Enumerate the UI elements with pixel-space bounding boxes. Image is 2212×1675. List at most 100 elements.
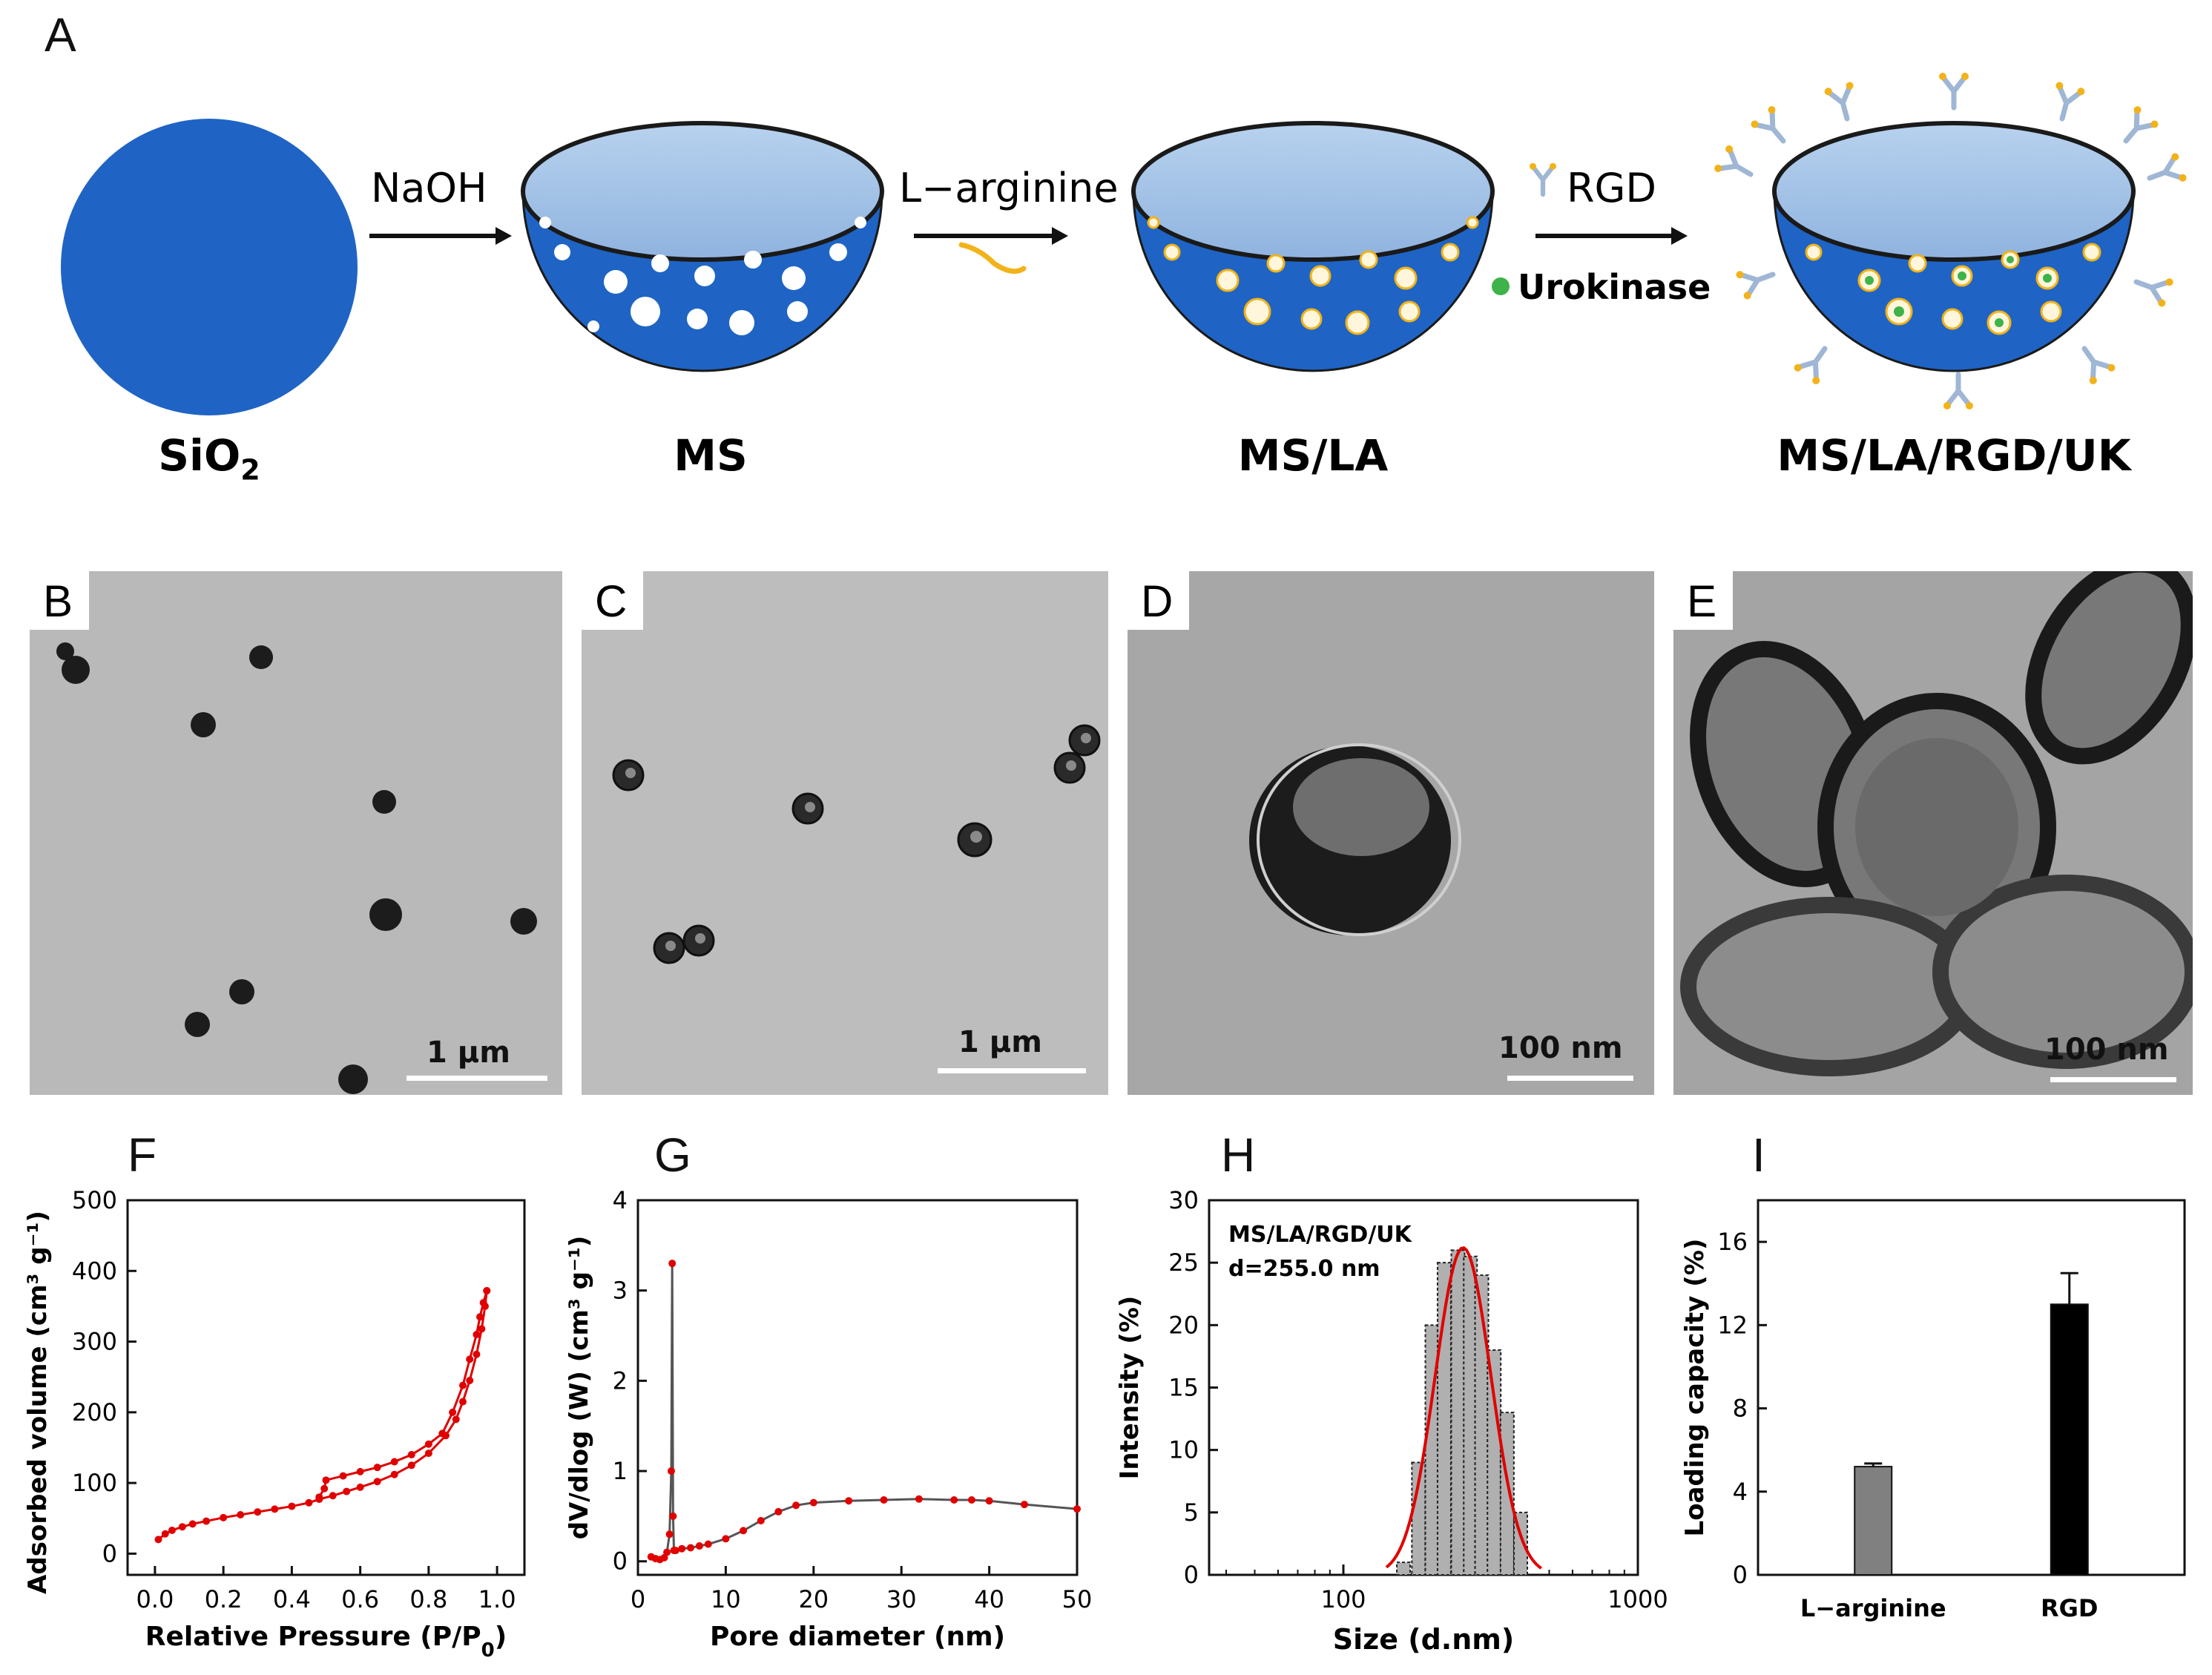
data-point [458, 1381, 467, 1389]
ms-hemisphere [521, 121, 884, 372]
plot-frame [1757, 1199, 2186, 1576]
silica-sphere [61, 119, 358, 415]
data-point [809, 1498, 817, 1507]
data-point [407, 1451, 415, 1459]
data-point [390, 1470, 398, 1478]
x-axis-label: Size (d.nm) [1333, 1623, 1515, 1656]
panel-label-h: H [1221, 1128, 1256, 1182]
data-point [479, 1299, 487, 1307]
y-tick-label: 15 [1168, 1374, 1199, 1402]
bar-1 [2050, 1303, 2089, 1576]
data-point [178, 1523, 186, 1531]
data-point [407, 1461, 415, 1470]
x-tick-label: 0.6 [341, 1585, 379, 1613]
data-point [305, 1498, 313, 1507]
bar-0 [1854, 1466, 1893, 1576]
data-point [449, 1408, 457, 1416]
x-tick-label: 0.2 [205, 1585, 243, 1613]
label-step2: L−arginine [899, 165, 1119, 211]
data-point [473, 1350, 481, 1358]
y-tick-label: 500 [72, 1186, 117, 1214]
y-tick-label: 4 [1733, 1478, 1748, 1506]
scale-bar-e [2050, 1077, 2176, 1082]
y-tick-label: 2 [613, 1366, 628, 1395]
x-tick-label: 40 [974, 1585, 1004, 1613]
data-point [168, 1526, 176, 1534]
chart-f-isotherm: 0.0 0.2 0.4 0.6 0.8 1.0 0 100 200 300 400 500 Relati… [0, 1179, 549, 1671]
schematic-diagram [61, 0, 2212, 415]
data-point [458, 1398, 467, 1406]
annotation-sample: MS/LA/RGD/UK [1228, 1222, 1413, 1248]
data-point [845, 1497, 853, 1505]
panel-label-a: A [45, 8, 76, 62]
stage-label-ms: MS [674, 430, 748, 481]
data-point [473, 1331, 481, 1339]
y-tick-label: 200 [72, 1398, 117, 1426]
y-tick-label: 100 [72, 1469, 117, 1497]
data-point [452, 1415, 460, 1424]
data-point [668, 1260, 677, 1268]
scale-bar-d [1507, 1076, 1633, 1081]
data-point [687, 1544, 695, 1552]
stage-label-msla: MS/LA [1237, 430, 1389, 481]
scale-text-d: 100 nm [1498, 1031, 1623, 1065]
data-point [695, 1542, 703, 1550]
category-label: RGD [2041, 1594, 2098, 1622]
data-point [356, 1483, 364, 1491]
scale-bar-b [406, 1076, 547, 1081]
chart-g-pore: 0 10 20 30 40 50 0 1 2 3 4 Pore diameter (nm) dV/dlo… [549, 1179, 1105, 1671]
data-point [329, 1492, 337, 1500]
y-tick-label: 25 [1168, 1248, 1199, 1277]
fit-curve [1385, 1245, 1543, 1570]
tem-image-e: E 100 nm [1673, 571, 2193, 1095]
data-point [667, 1467, 675, 1475]
panel-label-b: B [30, 571, 90, 630]
data-point [740, 1527, 748, 1535]
tem-image-c: C 1 μm [582, 571, 1108, 1095]
stage-label-final: MS/LA/RGD/UK [1777, 430, 2131, 481]
y-tick-label: 3 [613, 1277, 628, 1305]
y-tick-label: 20 [1168, 1311, 1199, 1339]
data-point [478, 1325, 486, 1333]
data-point [985, 1497, 993, 1505]
data-point [254, 1508, 262, 1516]
data-point [774, 1507, 783, 1516]
y-tick-label: 1 [613, 1457, 628, 1485]
x-tick-label: 0.8 [409, 1585, 447, 1613]
data-point [671, 1547, 679, 1555]
x-tick-label: 1.0 [478, 1585, 516, 1613]
data-point [757, 1516, 765, 1524]
x-tick-label: 0.0 [136, 1585, 174, 1613]
y-tick-label: 5 [1184, 1498, 1199, 1527]
y-tick-label: 8 [1733, 1395, 1748, 1423]
data-point [343, 1487, 351, 1495]
scale-text-b: 1 μm [427, 1036, 510, 1070]
data-point [1073, 1505, 1081, 1513]
data-point [424, 1440, 432, 1448]
data-point [663, 1548, 671, 1556]
data-point [373, 1464, 381, 1472]
series-line-1 [317, 1290, 488, 1498]
data-point [188, 1520, 197, 1528]
y-tick-label: 400 [72, 1257, 117, 1285]
data-point [669, 1512, 677, 1520]
series-line [651, 1263, 1078, 1561]
data-point [220, 1513, 228, 1521]
category-label: L−arginine [1800, 1594, 1946, 1622]
y-tick-label: 12 [1717, 1311, 1748, 1339]
x-axis-label: Relative Pressure (P/P0) [145, 1622, 507, 1662]
y-axis-label: Intensity (%) [1115, 1296, 1145, 1480]
data-point [339, 1472, 347, 1480]
ms-la-hemisphere [1131, 121, 1495, 372]
data-point [466, 1376, 474, 1384]
x-tick-label: 0 [631, 1585, 645, 1613]
panel-label-f: F [128, 1128, 157, 1182]
panel-label-g: G [654, 1128, 691, 1182]
y-tick-label: 0 [1733, 1561, 1748, 1589]
data-point [271, 1505, 279, 1513]
data-point [356, 1467, 364, 1475]
y-tick-label: 0 [102, 1539, 117, 1567]
panel-label-i: I [1752, 1128, 1765, 1182]
histogram-bar [1450, 1249, 1466, 1576]
annotation-diameter: d=255.0 nm [1228, 1256, 1380, 1282]
